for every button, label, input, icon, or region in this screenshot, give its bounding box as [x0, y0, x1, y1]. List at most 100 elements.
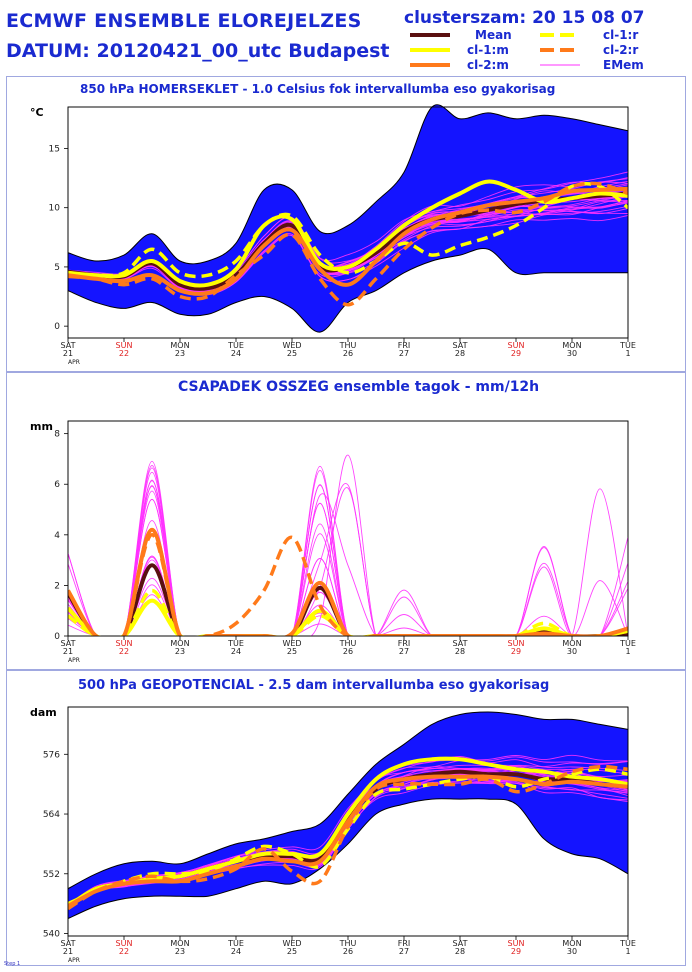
- geopotential-xtick-day: MON: [170, 939, 189, 948]
- precipitation-xtick-day: SAT: [61, 639, 76, 648]
- geopotential-xtick-date: 29: [511, 947, 521, 956]
- precipitation-xtick-day: SUN: [508, 639, 525, 648]
- geopotential-plot-border: [67, 706, 629, 937]
- precipitation-xtick-date: 23: [175, 647, 185, 656]
- temperature-ytick-label: 15: [49, 144, 60, 154]
- temperature-ytick-label: 5: [54, 263, 60, 273]
- temperature-xtick-day: TUE: [619, 341, 636, 350]
- temperature-xtick-date: 26: [343, 349, 353, 358]
- temperature-panel: [6, 76, 686, 372]
- precipitation-ytick-label: 6: [54, 480, 60, 490]
- temperature-xtick-date: 24: [231, 349, 241, 358]
- geopotential-series-cl2m: [68, 774, 628, 908]
- precipitation-member-22: [68, 454, 628, 636]
- geopotential-xtick-date: 24: [231, 947, 241, 956]
- geopotential-xtick-date: 25: [287, 947, 297, 956]
- temperature-xtick-day: WED: [282, 341, 301, 350]
- precipitation-member-4: [68, 594, 628, 636]
- temperature-xtick-date: 30: [567, 349, 577, 358]
- legend-label-cl1m: cl-1:m: [467, 43, 509, 57]
- temperature-plot: 051015°CSAT21SUN22MON23TUE24WED25THU26FR…: [30, 104, 636, 366]
- precipitation-xtick-day: TUE: [227, 639, 244, 648]
- cluster-count-value: 20 15 08 07: [532, 8, 645, 28]
- legend-label-mean: Mean: [475, 28, 512, 42]
- temperature-xtick-date: 22: [119, 349, 129, 358]
- temperature-series-cl2m: [68, 186, 628, 296]
- geopotential-ytick-label: 564: [43, 810, 60, 820]
- temperature-ytick-label: 0: [54, 322, 60, 332]
- precipitation-xtick-day: MON: [562, 639, 581, 648]
- temperature-ytick-label: 10: [49, 204, 61, 214]
- geopotential-panel: [6, 670, 686, 966]
- precipitation-series-cl1r: [68, 588, 628, 636]
- main-title-line2: DATUM: 20120421_00_utc Budapest: [6, 40, 390, 62]
- geopotential-xtick-date: 26: [343, 947, 353, 956]
- cluster-count-label: clusterszam:: [404, 8, 527, 28]
- geopotential-xtick-date: 1: [625, 947, 630, 956]
- precipitation-member-17: [68, 480, 628, 636]
- geopotential-xtick-day: THU: [339, 939, 357, 948]
- temperature-xtick-day: MON: [562, 341, 581, 350]
- geopotential-xtick-day: FRI: [398, 939, 411, 948]
- temperature-xtick-date: 1: [625, 349, 630, 358]
- precipitation-member-10: [68, 498, 628, 636]
- geopotential-xtick-day: WED: [282, 939, 301, 948]
- precipitation-xtick-date: 25: [287, 647, 297, 656]
- temperature-series-cl2r: [68, 181, 628, 307]
- precipitation-xtick-date: 28: [455, 647, 465, 656]
- precipitation-ytick-label: 8: [54, 430, 60, 440]
- geopotential-plot-area: [68, 711, 628, 920]
- precipitation-xtick-date: 24: [231, 647, 241, 656]
- precipitation-plot-area: [68, 454, 628, 636]
- geopotential-ytick-label: 576: [43, 750, 60, 760]
- temperature-xtick-date: 21: [63, 349, 73, 358]
- geopotential-plot: 540552564576damSAT21SUN22MON23TUE24WED25…: [30, 706, 636, 964]
- geopotential-xtick-day: SUN: [508, 939, 525, 948]
- precipitation-xtick-day: THU: [339, 639, 357, 648]
- cluster-count: clusterszam: 20 15 08 07: [404, 8, 644, 28]
- geopotential-xtick-day: TUE: [619, 939, 636, 948]
- geopotential-xtick-date: 30: [567, 947, 577, 956]
- precipitation-xtick-date: 1: [625, 647, 630, 656]
- precipitation-xtick-date: 30: [567, 647, 577, 656]
- geopotential-xtick-date: 28: [455, 947, 465, 956]
- geopotential-xtick-day: SAT: [453, 939, 468, 948]
- temperature-chart-title: 850 hPa HOMERSEKLET - 1.0 Celsius fok in…: [80, 82, 556, 96]
- temperature-xtick-day: SAT: [453, 341, 468, 350]
- legend-label-cl2r: cl-2:r: [603, 43, 639, 57]
- temperature-xtick-date: 23: [175, 349, 185, 358]
- precipitation-member-16: [68, 465, 628, 636]
- geopotential-chart-title: 500 hPa GEOPOTENCIAL - 2.5 dam intervall…: [78, 678, 550, 693]
- footer-note: Step 1: [4, 961, 21, 967]
- geopotential-ylabel: dam: [30, 706, 57, 719]
- precipitation-xtick-day: FRI: [398, 639, 411, 648]
- temperature-ylabel: °C: [30, 106, 44, 119]
- geopotential-ytick-label: 540: [43, 930, 60, 940]
- main-title-line1: ECMWF ENSEMBLE ELOREJELZES: [6, 10, 362, 32]
- geopotential-xtick-day: SUN: [116, 939, 133, 948]
- geopotential-xtick-day: SAT: [61, 939, 76, 948]
- legend-label-emem: EMem: [603, 58, 644, 72]
- precipitation-xtick-day: SUN: [116, 639, 133, 648]
- geopotential-series-cl1m: [68, 756, 628, 908]
- temperature-xtick-day: THU: [339, 341, 357, 350]
- precipitation-xtick-date: 29: [511, 647, 521, 656]
- geopotential-xtick-date: 21: [63, 947, 73, 956]
- temperature-plot-area: [68, 104, 628, 333]
- precipitation-xtick-date: 27: [399, 647, 409, 656]
- geopotential-xtick-date: 23: [175, 947, 185, 956]
- temperature-series-cl1r: [68, 181, 628, 279]
- precipitation-xtick-day: WED: [282, 639, 301, 648]
- precipitation-xtick-date: 21: [63, 647, 73, 656]
- precipitation-member-14: [68, 520, 628, 636]
- legend-label-cl2m: cl-2:m: [467, 58, 509, 72]
- temperature-xtick-day: TUE: [227, 341, 244, 350]
- precipitation-chart-title: CSAPADEK OSSZEG ensemble tagok - mm/12h: [178, 379, 540, 395]
- precipitation-ytick-label: 4: [54, 531, 60, 541]
- precipitation-ytick-label: 0: [54, 632, 60, 642]
- precipitation-ytick-label: 2: [54, 581, 60, 591]
- precipitation-panel: [6, 372, 686, 670]
- precipitation-series-cl2m: [68, 527, 628, 636]
- precipitation-xtick-date: 22: [119, 647, 129, 656]
